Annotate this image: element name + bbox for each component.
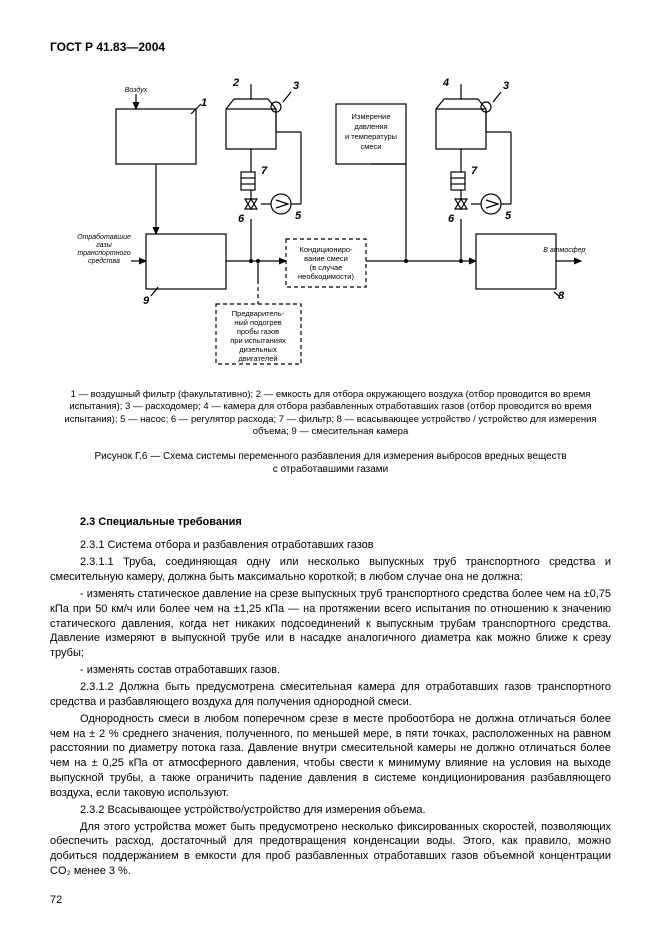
label-preheat6: двигателей	[238, 354, 277, 363]
label-cond3: (в случае	[309, 263, 342, 272]
section-title: 2.3 Специальные требования	[80, 516, 611, 528]
label-cond4: необходимости)	[298, 272, 354, 281]
p-2311a: 2.3.1.1 Труба, соединяющая одну или неск…	[50, 555, 611, 585]
label-exhaust4: средства	[88, 257, 120, 265]
num-7l: 7	[260, 165, 267, 177]
figure-caption: Рисунок Г.6 — Схема системы переменного …	[50, 450, 611, 476]
schema-diagram: .l { stroke:#000; stroke-width:1.2; fill…	[76, 74, 586, 374]
num-2: 2	[231, 77, 238, 89]
num-3r: 3	[502, 80, 508, 92]
num-1: 1	[200, 97, 206, 109]
label-exhaust3: транспортного	[77, 250, 130, 257]
p-2311c: - изменять состав отработавших газов.	[50, 663, 611, 678]
p-2312b: Однородность смеси в любом поперечном ср…	[50, 712, 611, 801]
label-preheat5: дизельных	[239, 345, 277, 354]
num-9: 9	[142, 295, 149, 307]
p-2311b: - изменять статическое давление на срезе…	[50, 587, 611, 661]
label-measure1: Измерение	[351, 112, 390, 121]
label-preheat3: пробы газов	[236, 327, 278, 336]
page-number: 72	[50, 894, 611, 906]
label-exhaust2: газы	[96, 242, 112, 249]
label-measure3: и температуры	[344, 132, 396, 141]
figure-legend: 1 — воздушный фильтр (факультативно); 2 …	[50, 389, 611, 438]
num-5l: 5	[294, 210, 301, 222]
num-6l: 6	[237, 213, 244, 225]
num-3l: 3	[292, 80, 298, 92]
label-preheat1: Предваритель-	[231, 309, 284, 318]
num-6r: 6	[447, 213, 454, 225]
num-5r: 5	[504, 210, 511, 222]
label-cond2: вание смеси	[304, 254, 348, 263]
label-preheat2: ный подогрев	[234, 318, 281, 327]
label-air: Воздух	[124, 86, 147, 94]
num-7r: 7	[470, 165, 477, 177]
label-atmos: В атмосферу	[543, 247, 586, 254]
label-measure4: смеси	[360, 142, 381, 151]
p-2312: 2.3.1.2 Должна быть предусмотрена смесит…	[50, 680, 611, 710]
num-4: 4	[441, 77, 448, 89]
body-text: 2.3.1 Система отбора и разбавления отраб…	[50, 538, 611, 879]
p-232: 2.3.2 Всасывающее устройство/устройство …	[50, 803, 611, 818]
label-preheat4: при испытаниях	[230, 336, 286, 345]
p-231: 2.3.1 Система отбора и разбавления отраб…	[50, 538, 611, 553]
label-measure2: давления	[354, 122, 387, 131]
page-header: ГОСТ Р 41.83—2004	[50, 40, 611, 54]
label-exhaust1: Отработавшие	[77, 233, 131, 241]
p-232b: Для этого устройства может быть предусмо…	[50, 820, 611, 879]
label-cond1: Кондициониро-	[299, 245, 353, 254]
